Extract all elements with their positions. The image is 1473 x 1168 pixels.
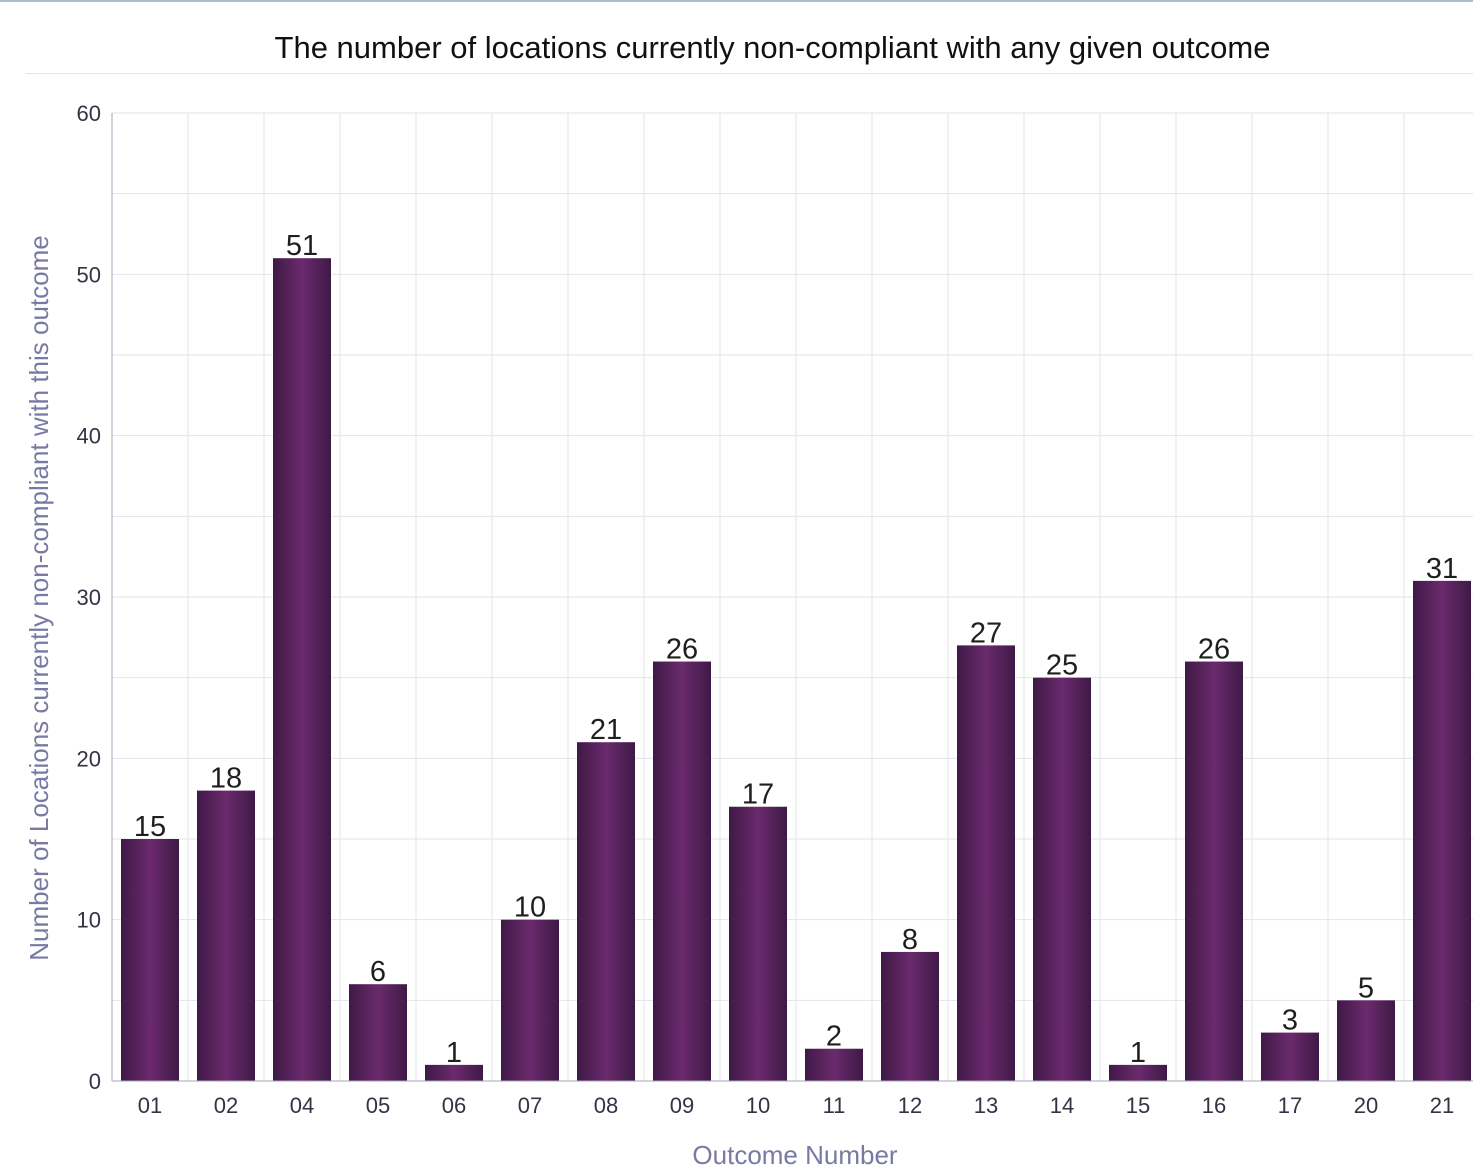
value-label-12: 8: [902, 924, 918, 956]
value-label-15: 1: [1130, 1037, 1146, 1069]
value-label-11: 2: [826, 1021, 842, 1053]
bar-04: [273, 258, 331, 1081]
bar-15: [1109, 1064, 1167, 1081]
value-label-09: 26: [666, 634, 698, 666]
y-tick-label-60: 60: [77, 101, 101, 126]
x-tick-label-20: 20: [1354, 1093, 1378, 1118]
y-tick-label-40: 40: [77, 424, 101, 449]
x-tick-label-21: 21: [1430, 1093, 1454, 1118]
value-label-10: 17: [742, 779, 774, 811]
x-tick-label-10: 10: [746, 1093, 770, 1118]
x-tick-label-17: 17: [1278, 1093, 1302, 1118]
bar-12: [881, 951, 939, 1081]
value-label-16: 26: [1198, 634, 1230, 666]
value-label-21: 31: [1426, 553, 1458, 585]
y-tick-label-50: 50: [77, 262, 101, 287]
bars: [121, 258, 1471, 1081]
bar-17: [1261, 1032, 1319, 1081]
bar-06: [425, 1064, 483, 1081]
value-label-05: 6: [370, 956, 386, 988]
x-tick-label-11: 11: [823, 1093, 846, 1118]
y-tick-label-0: 0: [89, 1069, 101, 1094]
value-label-07: 10: [514, 892, 546, 924]
value-labels: 15 18 51 6 1 10 21 26 17 2 8 27 25 1 26 3 5 31: [134, 230, 1458, 1069]
value-label-17: 3: [1282, 1005, 1298, 1037]
bar-01: [121, 839, 179, 1081]
x-axis-title: Outcome Number: [692, 1140, 898, 1168]
bar-21: [1413, 580, 1471, 1081]
x-tick-label-13: 13: [974, 1093, 998, 1118]
chart-title: The number of locations currently non-co…: [274, 30, 1271, 65]
value-label-02: 18: [210, 763, 242, 795]
x-tick-label-06: 06: [442, 1093, 466, 1118]
x-tick-label-14: 14: [1050, 1093, 1074, 1118]
bar-13: [957, 645, 1015, 1081]
x-tick-label-16: 16: [1202, 1093, 1226, 1118]
bar-05: [349, 984, 407, 1081]
bar-08: [577, 742, 635, 1081]
x-tick-label-02: 02: [214, 1093, 238, 1118]
bar-10: [729, 806, 787, 1081]
x-tick-label-05: 05: [366, 1093, 390, 1118]
bar-16: [1185, 661, 1243, 1081]
bar-14: [1033, 677, 1091, 1081]
y-tick-label-10: 10: [77, 908, 101, 933]
bar-20: [1337, 1000, 1395, 1081]
x-tick-label-01: 01: [138, 1093, 162, 1118]
bar-02: [197, 790, 255, 1081]
value-label-13: 27: [970, 617, 1002, 649]
y-tick-label-20: 20: [77, 746, 101, 771]
top-border: [0, 0, 1473, 2]
bar-11: [805, 1048, 863, 1081]
axes: 01 02 04 05 06 07 08 09 10 11 12 13 14 15 16 17 20 210102…: [77, 101, 1473, 1118]
y-axis-title: Number of Locations currently non-compli…: [24, 235, 54, 960]
title-divider: [26, 73, 1473, 74]
bar-09: [653, 661, 711, 1081]
x-tick-label-12: 12: [898, 1093, 922, 1118]
x-tick-label-15: 15: [1126, 1093, 1150, 1118]
value-label-06: 1: [446, 1037, 462, 1069]
value-label-14: 25: [1046, 650, 1078, 682]
value-label-08: 21: [590, 714, 622, 746]
value-label-20: 5: [1358, 972, 1374, 1004]
value-label-01: 15: [134, 811, 166, 843]
bar-07: [501, 919, 559, 1081]
x-tick-label-09: 09: [670, 1093, 694, 1118]
x-tick-label-04: 04: [290, 1093, 314, 1118]
y-tick-label-30: 30: [77, 585, 101, 610]
x-tick-label-07: 07: [518, 1093, 542, 1118]
value-label-04: 51: [286, 230, 318, 262]
x-tick-label-08: 08: [594, 1093, 618, 1118]
